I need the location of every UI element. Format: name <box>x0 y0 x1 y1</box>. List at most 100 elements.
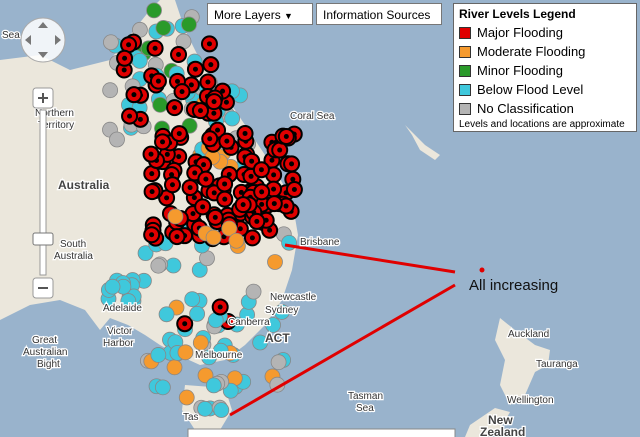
dropdown-arrow: ▼ <box>284 11 293 21</box>
marker-center <box>206 41 212 47</box>
river-marker[interactable] <box>245 283 262 300</box>
river-marker[interactable] <box>265 317 281 333</box>
zoom-control[interactable] <box>20 17 66 299</box>
river-marker[interactable] <box>158 306 175 323</box>
river-marker[interactable] <box>109 131 125 148</box>
marker-center <box>283 203 289 209</box>
river-marker[interactable] <box>154 379 171 396</box>
more-layers-button[interactable]: More Layers ▼ <box>207 3 313 25</box>
marker-center <box>190 211 196 217</box>
marker-center <box>226 171 232 177</box>
legend-label: Major Flooding <box>477 25 563 40</box>
river-marker[interactable] <box>197 400 213 417</box>
map-label: Adelaide <box>103 303 142 314</box>
river-marker[interactable] <box>205 229 222 246</box>
map-label: Sea <box>2 30 20 41</box>
marker-center <box>271 201 277 207</box>
river-marker[interactable] <box>252 334 269 351</box>
river-marker[interactable] <box>213 402 230 418</box>
map-label: Sydney <box>265 305 298 316</box>
map-label: Bight <box>37 359 60 370</box>
river-marker[interactable] <box>178 389 195 406</box>
marker-center <box>122 55 128 61</box>
river-marker[interactable] <box>165 257 182 274</box>
nz-south-land <box>465 408 510 437</box>
marker-center <box>201 162 207 168</box>
marker-center <box>126 42 132 48</box>
annotation-line <box>284 243 456 274</box>
map-label: Zealand <box>480 425 525 437</box>
marker-center <box>222 196 228 202</box>
river-marker[interactable] <box>273 304 290 320</box>
marker-center <box>174 234 180 240</box>
river-marker[interactable] <box>166 359 183 376</box>
river-marker[interactable] <box>228 232 245 249</box>
river-marker[interactable] <box>281 234 297 251</box>
marker-center <box>254 218 260 224</box>
marker-center <box>192 66 198 72</box>
marker-center <box>289 161 295 167</box>
marker-center <box>211 190 217 196</box>
legend-title: River Levels Legend <box>459 7 576 21</box>
marker-center <box>271 186 277 192</box>
river-marker[interactable] <box>267 254 283 270</box>
marker-center <box>283 133 289 139</box>
marker-center <box>259 201 265 207</box>
marker-center <box>208 62 214 68</box>
marker-center <box>200 204 206 210</box>
information-sources-button[interactable]: Information Sources <box>316 3 442 25</box>
zoom-handle[interactable] <box>32 232 54 246</box>
river-marker[interactable] <box>104 278 121 295</box>
river-marker[interactable] <box>146 2 162 19</box>
river-marker[interactable] <box>102 82 119 99</box>
legend-item: No Classification <box>459 99 631 118</box>
river-marker[interactable] <box>224 110 241 127</box>
river-marker[interactable] <box>201 349 217 366</box>
zoom-slider[interactable] <box>39 109 47 276</box>
marker-center <box>176 154 182 160</box>
map-label: Australia <box>54 251 93 262</box>
river-marker[interactable] <box>167 208 184 225</box>
river-marker[interactable] <box>103 34 119 51</box>
marker-center <box>148 151 154 157</box>
river-marker[interactable] <box>270 354 287 371</box>
river-marker[interactable] <box>137 245 154 262</box>
marker-center <box>225 318 231 324</box>
pan-control[interactable] <box>20 17 66 63</box>
river-marker[interactable] <box>192 334 209 351</box>
marker-center <box>197 108 203 114</box>
river-marker[interactable] <box>191 262 208 278</box>
marker-center <box>149 189 155 195</box>
river-marker[interactable] <box>131 52 148 69</box>
legend-swatch <box>459 83 471 96</box>
river-marker[interactable] <box>152 96 169 113</box>
marker-center <box>155 78 161 84</box>
river-marker[interactable] <box>150 257 167 274</box>
nz-north-land <box>495 318 550 405</box>
marker-center <box>121 67 127 73</box>
river-marker[interactable] <box>177 344 194 361</box>
river-marker[interactable] <box>205 377 222 394</box>
map-label: Canberra <box>228 317 270 328</box>
river-marker[interactable] <box>120 293 137 309</box>
river-markers <box>100 2 303 418</box>
river-marker[interactable] <box>221 220 238 237</box>
river-marker[interactable] <box>155 20 172 36</box>
marker-center <box>207 136 213 142</box>
marker-center <box>192 170 198 176</box>
legend-label: Moderate Flooding <box>477 44 586 59</box>
marker-center <box>240 202 246 208</box>
river-marker[interactable] <box>181 16 197 33</box>
marker-center <box>215 127 221 133</box>
bottom-panel <box>187 428 456 437</box>
river-marker[interactable] <box>150 347 167 363</box>
river-marker[interactable] <box>184 291 201 308</box>
legend-item: Major Flooding <box>459 23 631 42</box>
marker-center <box>187 185 193 191</box>
map-label: Great <box>32 335 57 346</box>
map-label: Australia <box>58 178 110 192</box>
river-marker[interactable] <box>189 305 206 322</box>
annotation: All increasing <box>469 277 558 294</box>
marker-center <box>182 321 188 327</box>
marker-center <box>238 189 244 195</box>
